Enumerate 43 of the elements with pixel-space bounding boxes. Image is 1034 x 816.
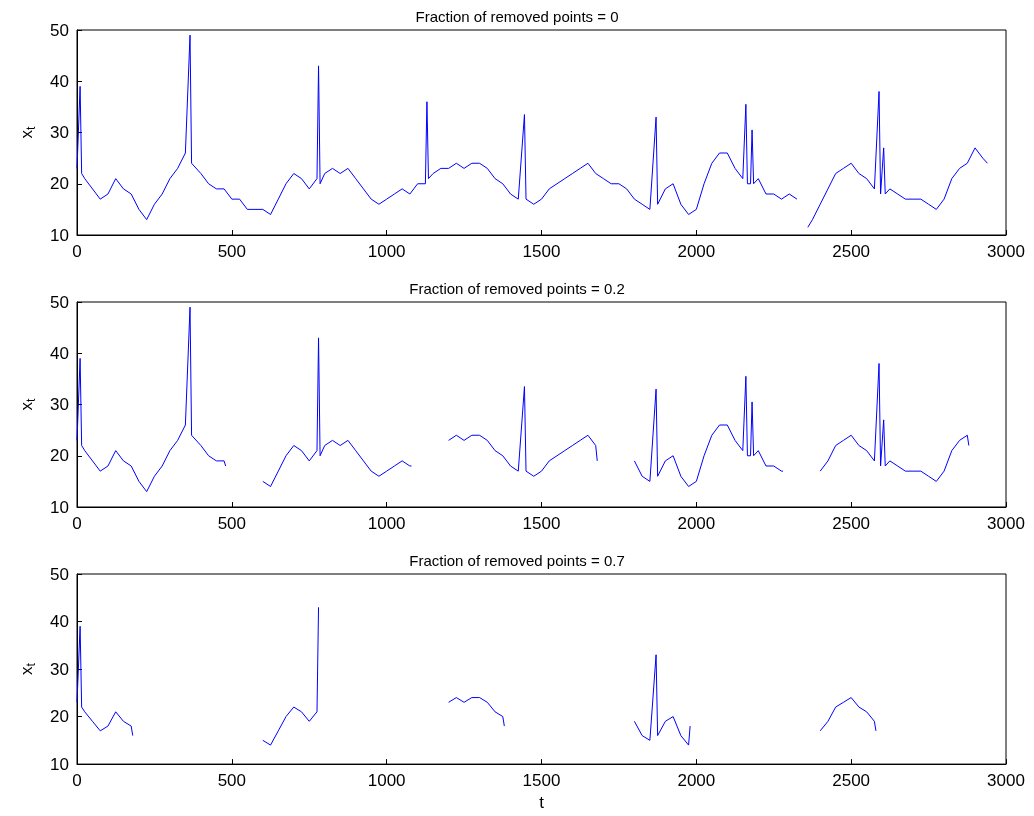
x-tick-label: 500 [217, 242, 247, 261]
y-tick-label: 50 [50, 20, 69, 40]
y-tick-label: 10 [50, 497, 69, 517]
y-tick-label: 30 [50, 659, 69, 679]
x-tick-label: 500 [217, 771, 247, 791]
y-tick-label: 10 [50, 225, 69, 245]
y-tick-label: 20 [50, 174, 69, 194]
y-tick-label: 20 [50, 446, 69, 466]
x-tick-label: 3000 [987, 514, 1025, 533]
x-tick-label: 1500 [522, 514, 561, 533]
x-tick-label: 0 [72, 514, 82, 533]
x-tick-label: 0 [72, 242, 82, 261]
x-tick-label: 2000 [677, 514, 716, 533]
x-tick-label: 2000 [677, 242, 716, 261]
y-tick-label: 20 [50, 707, 69, 727]
chart-title: Fraction of removed points = 0.7 [409, 552, 625, 569]
x-tick-label: 2500 [832, 242, 871, 261]
y-tick-label: 40 [50, 343, 69, 363]
x-tick-label: 1500 [522, 771, 561, 791]
x-tick-label: 3000 [987, 242, 1025, 261]
y-axis-title: xt [16, 662, 38, 675]
x-tick-label: 1000 [367, 514, 406, 533]
y-tick-label: 40 [50, 71, 69, 91]
y-tick-label: 50 [50, 564, 69, 584]
x-tick-label: 2500 [832, 771, 871, 791]
x-tick-label: 1000 [367, 771, 406, 791]
y-tick-label: 50 [50, 292, 69, 312]
x-tick-label: 1000 [367, 242, 406, 261]
y-axis-title: xt [16, 397, 38, 411]
y-tick-label: 40 [50, 612, 69, 632]
x-tick-label: 2000 [677, 771, 716, 791]
x-tick-label: 2500 [832, 514, 871, 533]
y-axis-title: xt [16, 125, 38, 139]
chart-title: Fraction of removed points = 0.2 [409, 280, 625, 297]
chart-title: Fraction of removed points = 0 [415, 8, 619, 25]
y-tick-label: 10 [50, 754, 69, 774]
x-axis-title: t [539, 793, 545, 812]
x-tick-label: 500 [217, 514, 247, 533]
y-tick-label: 30 [50, 395, 69, 414]
x-tick-label: 1500 [522, 242, 561, 261]
x-tick-label: 3000 [987, 771, 1025, 791]
x-tick-label: 0 [72, 771, 82, 791]
y-tick-label: 30 [50, 123, 69, 142]
